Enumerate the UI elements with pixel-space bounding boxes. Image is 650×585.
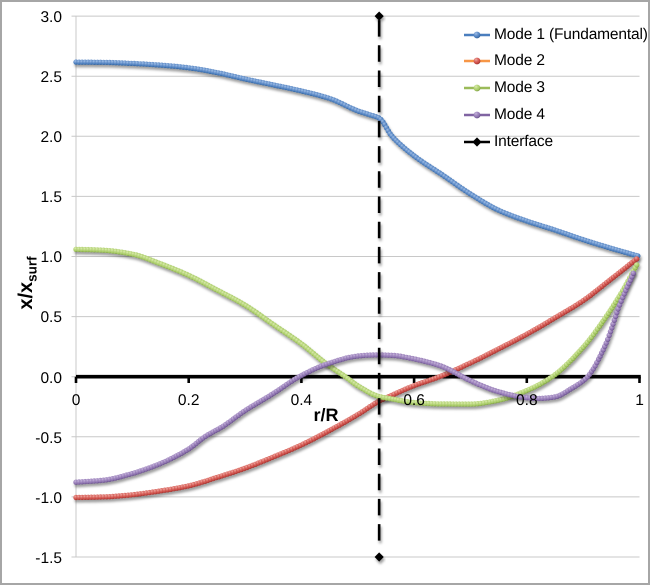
y-axis-title-text: x/xsurf [14, 256, 40, 310]
legend-label: Mode 2 [494, 52, 545, 70]
x-tick-label: 1 [635, 392, 644, 409]
legend-item-mode-4: Mode 4 [464, 102, 545, 129]
mode-1-swatch-icon [464, 31, 490, 38]
mode-3-swatch-icon [464, 84, 490, 92]
y-tick-label: 1.0 [40, 249, 62, 267]
y-tick-label: 1.5 [40, 189, 62, 207]
data-series [73, 59, 641, 501]
y-tick-label: 2.0 [40, 129, 62, 147]
y-tick-label: -0.5 [35, 429, 62, 447]
legend-item-mode-1: Mode 1 (Fundamental) [464, 21, 648, 48]
series-mode-4 [73, 270, 636, 485]
x-axis-title: r/R [313, 405, 339, 425]
y-tick-label: -1.5 [35, 549, 62, 567]
y-tick-label: 0.5 [40, 309, 62, 327]
interface-line [374, 11, 384, 562]
y-tick-label: 0.0 [40, 369, 62, 387]
series-interface [374, 11, 384, 562]
series-mode-2 [73, 256, 640, 501]
x-tick-label: 0.6 [403, 392, 425, 409]
mode-2-swatch-icon [464, 57, 490, 65]
x-tick-label: 0.8 [516, 392, 538, 409]
x-tick-label: 0.4 [290, 392, 313, 409]
x-tick-label: 0 [71, 392, 81, 409]
legend-item-mode-2: Mode 2 [464, 48, 545, 75]
x-axis-line [74, 374, 641, 383]
y-tick-label: 2.5 [40, 69, 62, 86]
mode-4-swatch-icon [464, 111, 490, 119]
legend-item-mode-3: Mode 3 [464, 75, 545, 102]
legend-label: Mode 3 [494, 79, 545, 97]
legend-item-interface: Interface [464, 128, 553, 155]
legend-label: Mode 4 [494, 106, 545, 123]
series-mode-3 [73, 246, 640, 407]
y-axis-title: x/xsurf [6, 221, 46, 345]
series-mode-1-fundamental [73, 59, 641, 259]
legend-label: Mode 1 (Fundamental) [494, 25, 648, 43]
x-tick-label: 0.2 [177, 392, 200, 409]
y-tick-label: 3.0 [40, 8, 62, 26]
legend: Mode 1 (Fundamental) Mode 2 Mode 3 Mode … [464, 2, 648, 162]
legend-label: Interface [494, 132, 553, 150]
y-axis-title-main: x/x [14, 281, 37, 310]
interface-swatch-icon [464, 137, 490, 147]
y-tick-label: -1.0 [35, 489, 62, 507]
y-axis-title-sub: surf [24, 256, 39, 282]
